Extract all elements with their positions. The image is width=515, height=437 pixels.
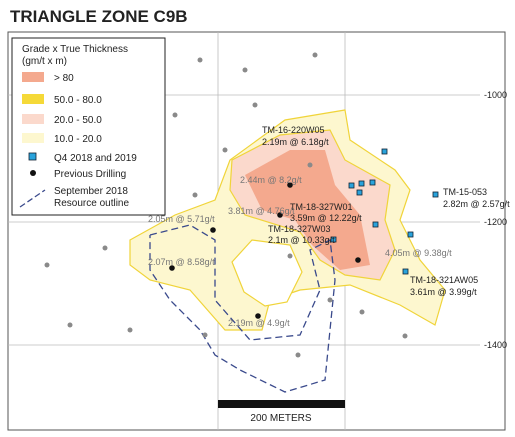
- grade-label: 2.05m @ 5.71g/t: [148, 214, 215, 224]
- resource-outline: [149, 224, 336, 393]
- hole-label: TM-16-220W05: [262, 125, 325, 135]
- elevation-label: -1000: [484, 90, 507, 100]
- hole-label: TM-18-327W01: [290, 202, 353, 212]
- grade-label: 3.61m @ 3.99g/t: [410, 287, 477, 297]
- elevation-label: -1200: [484, 217, 507, 227]
- grade-label: 2.44m @ 8.2g/t: [240, 175, 302, 185]
- grade-label: 2.82m @ 2.57g/t: [443, 199, 510, 209]
- grade-label: 3.81m @ 4.76g/t: [228, 206, 295, 216]
- hole-label: TM-18-321AW05: [410, 275, 478, 285]
- legend-label: 20.0 - 50.0: [54, 115, 102, 126]
- legend-title: Grade x True Thickness: [22, 44, 128, 55]
- legend-label: Resource outline: [54, 198, 129, 209]
- legend: Grade x True Thickness (gm/t x m) > 80 5…: [11, 37, 166, 216]
- grade-label: 2.19m @ 6.18g/t: [262, 137, 329, 147]
- grade-label: 2.19m @ 4.9g/t: [228, 318, 290, 328]
- scale-label: 200 METERS: [250, 413, 311, 424]
- grade-label: 2.07m @ 8.58g/t: [148, 257, 215, 267]
- legend-label: 50.0 - 80.0: [54, 95, 102, 106]
- title: TRIANGLE ZONE C9B: [10, 7, 188, 26]
- previous-drill-holes: [44, 52, 408, 358]
- legend-title: (gm/t x m): [22, 56, 67, 67]
- scale-bar: 200 METERS: [218, 400, 345, 424]
- hole-label: TM-18-327W03: [268, 224, 331, 234]
- elevation-label: -1400: [484, 340, 507, 350]
- grade-zones: [129, 109, 446, 331]
- hole-label: TM-15-053: [443, 187, 487, 197]
- grade-label: 2.1m @ 10.33g/t: [268, 235, 335, 245]
- new-drill-holes: [330, 148, 439, 275]
- legend-label: 10.0 - 20.0: [54, 134, 102, 145]
- grade-label: 3.59m @ 12.22g/t: [290, 213, 362, 223]
- legend-label: Q4 2018 and 2019: [54, 153, 137, 164]
- legend-label: > 80: [54, 73, 74, 84]
- legend-label: Previous Drilling: [54, 169, 126, 180]
- grade-label: 4.05m @ 9.38g/t: [385, 248, 452, 258]
- annotations: TM-16-220W05 2.19m @ 6.18g/t 2.44m @ 8.2…: [148, 125, 510, 328]
- legend-label: September 2018: [54, 186, 128, 197]
